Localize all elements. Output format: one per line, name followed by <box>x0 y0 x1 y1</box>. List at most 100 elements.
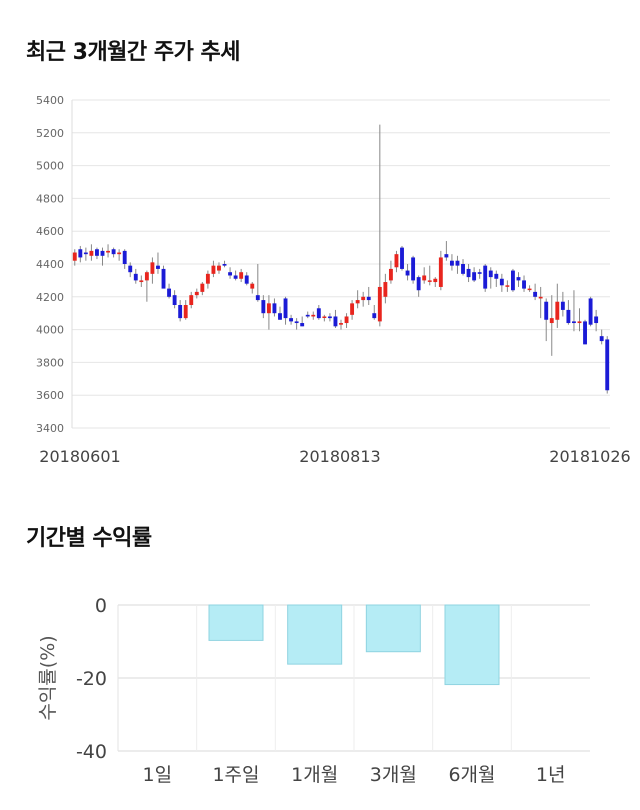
returns-x-tick-label: 1개월 <box>291 764 338 786</box>
candle-down <box>83 252 88 255</box>
candle-down <box>477 272 482 274</box>
candle-down <box>533 291 538 297</box>
candle-down <box>255 295 260 301</box>
candle-up <box>377 286 382 322</box>
candle-down <box>178 305 183 319</box>
candle-up <box>505 285 510 287</box>
candle-up <box>189 295 194 305</box>
returns-bar <box>444 604 500 686</box>
returns-x-tick-label: 1일 <box>143 764 173 786</box>
price-x-tick-label: 20181026 <box>549 447 630 466</box>
price-y-tick-label: 3800 <box>36 356 64 369</box>
candle-up <box>339 323 343 325</box>
candle-down <box>133 273 138 281</box>
price-y-tick-label: 4600 <box>36 225 64 238</box>
candle-up <box>555 301 560 320</box>
candle-down <box>272 303 277 314</box>
candle-down <box>544 301 549 320</box>
candle-up <box>139 280 144 283</box>
candle-up <box>239 272 244 279</box>
candle-down <box>560 301 565 310</box>
price-y-tick-label: 5400 <box>36 94 64 107</box>
candle-up <box>117 252 122 255</box>
candle-down <box>599 336 604 342</box>
returns-y-tick-label: -40 <box>76 741 107 763</box>
candle-up <box>150 262 155 274</box>
price-x-tick-label: 20180601 <box>39 447 120 466</box>
candle-up <box>344 316 349 324</box>
candle-down <box>372 313 377 319</box>
candle-up <box>211 265 216 274</box>
candle-up <box>200 283 205 292</box>
candle-down <box>416 277 421 291</box>
candle-down <box>605 339 610 391</box>
candle-down <box>172 295 177 305</box>
candle-down <box>78 249 83 258</box>
candle-down <box>222 264 227 266</box>
candle-down <box>516 277 521 281</box>
candle-down <box>327 316 332 319</box>
candle-up <box>577 321 582 324</box>
candle-down <box>588 298 593 325</box>
candle-up <box>144 272 149 281</box>
candle-down <box>494 273 499 279</box>
candle-up <box>433 278 438 283</box>
candle-down <box>156 265 160 269</box>
candle-up <box>322 316 327 318</box>
candle-up <box>250 283 255 289</box>
candle-down <box>483 265 488 289</box>
candle-up <box>72 252 77 261</box>
price-y-tick-label: 3400 <box>36 422 64 435</box>
candle-down <box>111 249 116 255</box>
candle-down <box>161 268 166 289</box>
candle-down <box>499 278 504 286</box>
price-candlestick-chart: 3400 3600 3800 4000 4200 4400 4600 4800 5000 5200… <box>36 94 631 466</box>
returns-bar <box>287 604 343 665</box>
candle-down <box>100 250 105 256</box>
candle-down <box>294 321 299 324</box>
price-y-tick-label: 4400 <box>36 258 64 271</box>
candle-up <box>89 250 94 256</box>
candle-up <box>361 296 366 301</box>
candle-up <box>538 296 543 299</box>
candle-up <box>266 303 271 314</box>
candle-down <box>583 321 587 345</box>
candle-down <box>449 260 454 266</box>
candle-up <box>106 250 110 253</box>
candle-up <box>183 305 188 319</box>
candle-up <box>422 275 427 281</box>
candle-down <box>566 309 571 324</box>
candle-up <box>527 288 532 291</box>
returns-chart-title: 기간별 수익률 <box>26 526 152 551</box>
candle-up <box>394 254 399 268</box>
candle-down <box>461 264 465 274</box>
returns-y-axis-label: 수익률(%) <box>37 635 59 720</box>
candle-down <box>128 265 133 273</box>
candle-up <box>350 303 355 315</box>
returns-x-tick-label: 3개월 <box>370 764 417 786</box>
candle-down <box>283 298 288 319</box>
price-x-tick-label: 20180813 <box>299 447 380 466</box>
candle-down <box>244 275 249 284</box>
candle-down <box>472 272 477 281</box>
price-y-tick-label: 4200 <box>36 291 64 304</box>
candle-up <box>383 282 388 297</box>
candle-up <box>205 273 210 284</box>
candle-down <box>228 272 233 276</box>
candle-down <box>95 249 99 256</box>
candle-down <box>455 260 460 266</box>
returns-bar <box>365 604 421 653</box>
candle-down <box>594 316 599 324</box>
returns-y-tick-label: 0 <box>95 595 107 617</box>
candle-down <box>278 313 282 320</box>
candle-down <box>167 288 172 297</box>
candle-down <box>522 280 526 289</box>
candle-up <box>194 291 199 296</box>
candle-down <box>488 270 493 278</box>
candle-down <box>233 275 238 279</box>
candle-up <box>549 318 554 324</box>
candle-down <box>261 300 266 314</box>
candle-up <box>311 314 316 317</box>
price-chart-title: 최근 3개월간 주가 추세 <box>26 40 240 65</box>
price-y-tick-label: 5000 <box>36 160 64 173</box>
